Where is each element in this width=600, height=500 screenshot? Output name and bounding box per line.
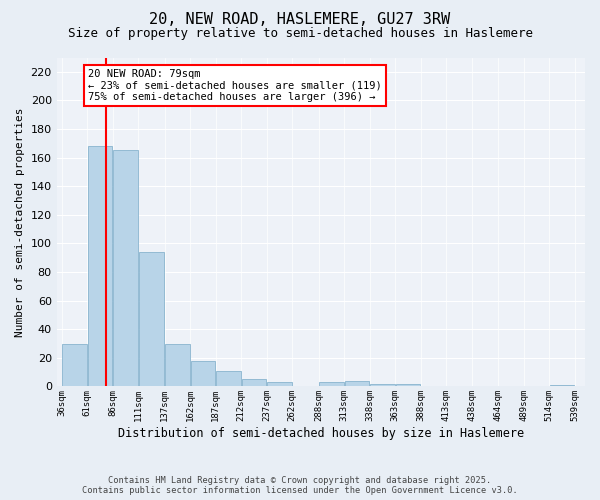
Bar <box>113 150 138 386</box>
Text: 20, NEW ROAD, HASLEMERE, GU27 3RW: 20, NEW ROAD, HASLEMERE, GU27 3RW <box>149 12 451 28</box>
Bar <box>216 370 241 386</box>
Bar <box>88 146 112 386</box>
Bar <box>396 384 420 386</box>
Y-axis label: Number of semi-detached properties: Number of semi-detached properties <box>15 107 25 336</box>
Bar <box>191 360 215 386</box>
Bar <box>165 344 190 386</box>
Text: 20 NEW ROAD: 79sqm
← 23% of semi-detached houses are smaller (119)
75% of semi-d: 20 NEW ROAD: 79sqm ← 23% of semi-detache… <box>88 69 382 102</box>
Bar <box>370 384 395 386</box>
Bar <box>319 382 344 386</box>
Text: Size of property relative to semi-detached houses in Haslemere: Size of property relative to semi-detach… <box>67 28 533 40</box>
X-axis label: Distribution of semi-detached houses by size in Haslemere: Distribution of semi-detached houses by … <box>118 427 524 440</box>
Bar <box>345 380 369 386</box>
Bar <box>267 382 292 386</box>
Bar <box>550 385 574 386</box>
Bar <box>62 344 87 386</box>
Bar <box>139 252 164 386</box>
Bar <box>242 380 266 386</box>
Text: Contains HM Land Registry data © Crown copyright and database right 2025.
Contai: Contains HM Land Registry data © Crown c… <box>82 476 518 495</box>
